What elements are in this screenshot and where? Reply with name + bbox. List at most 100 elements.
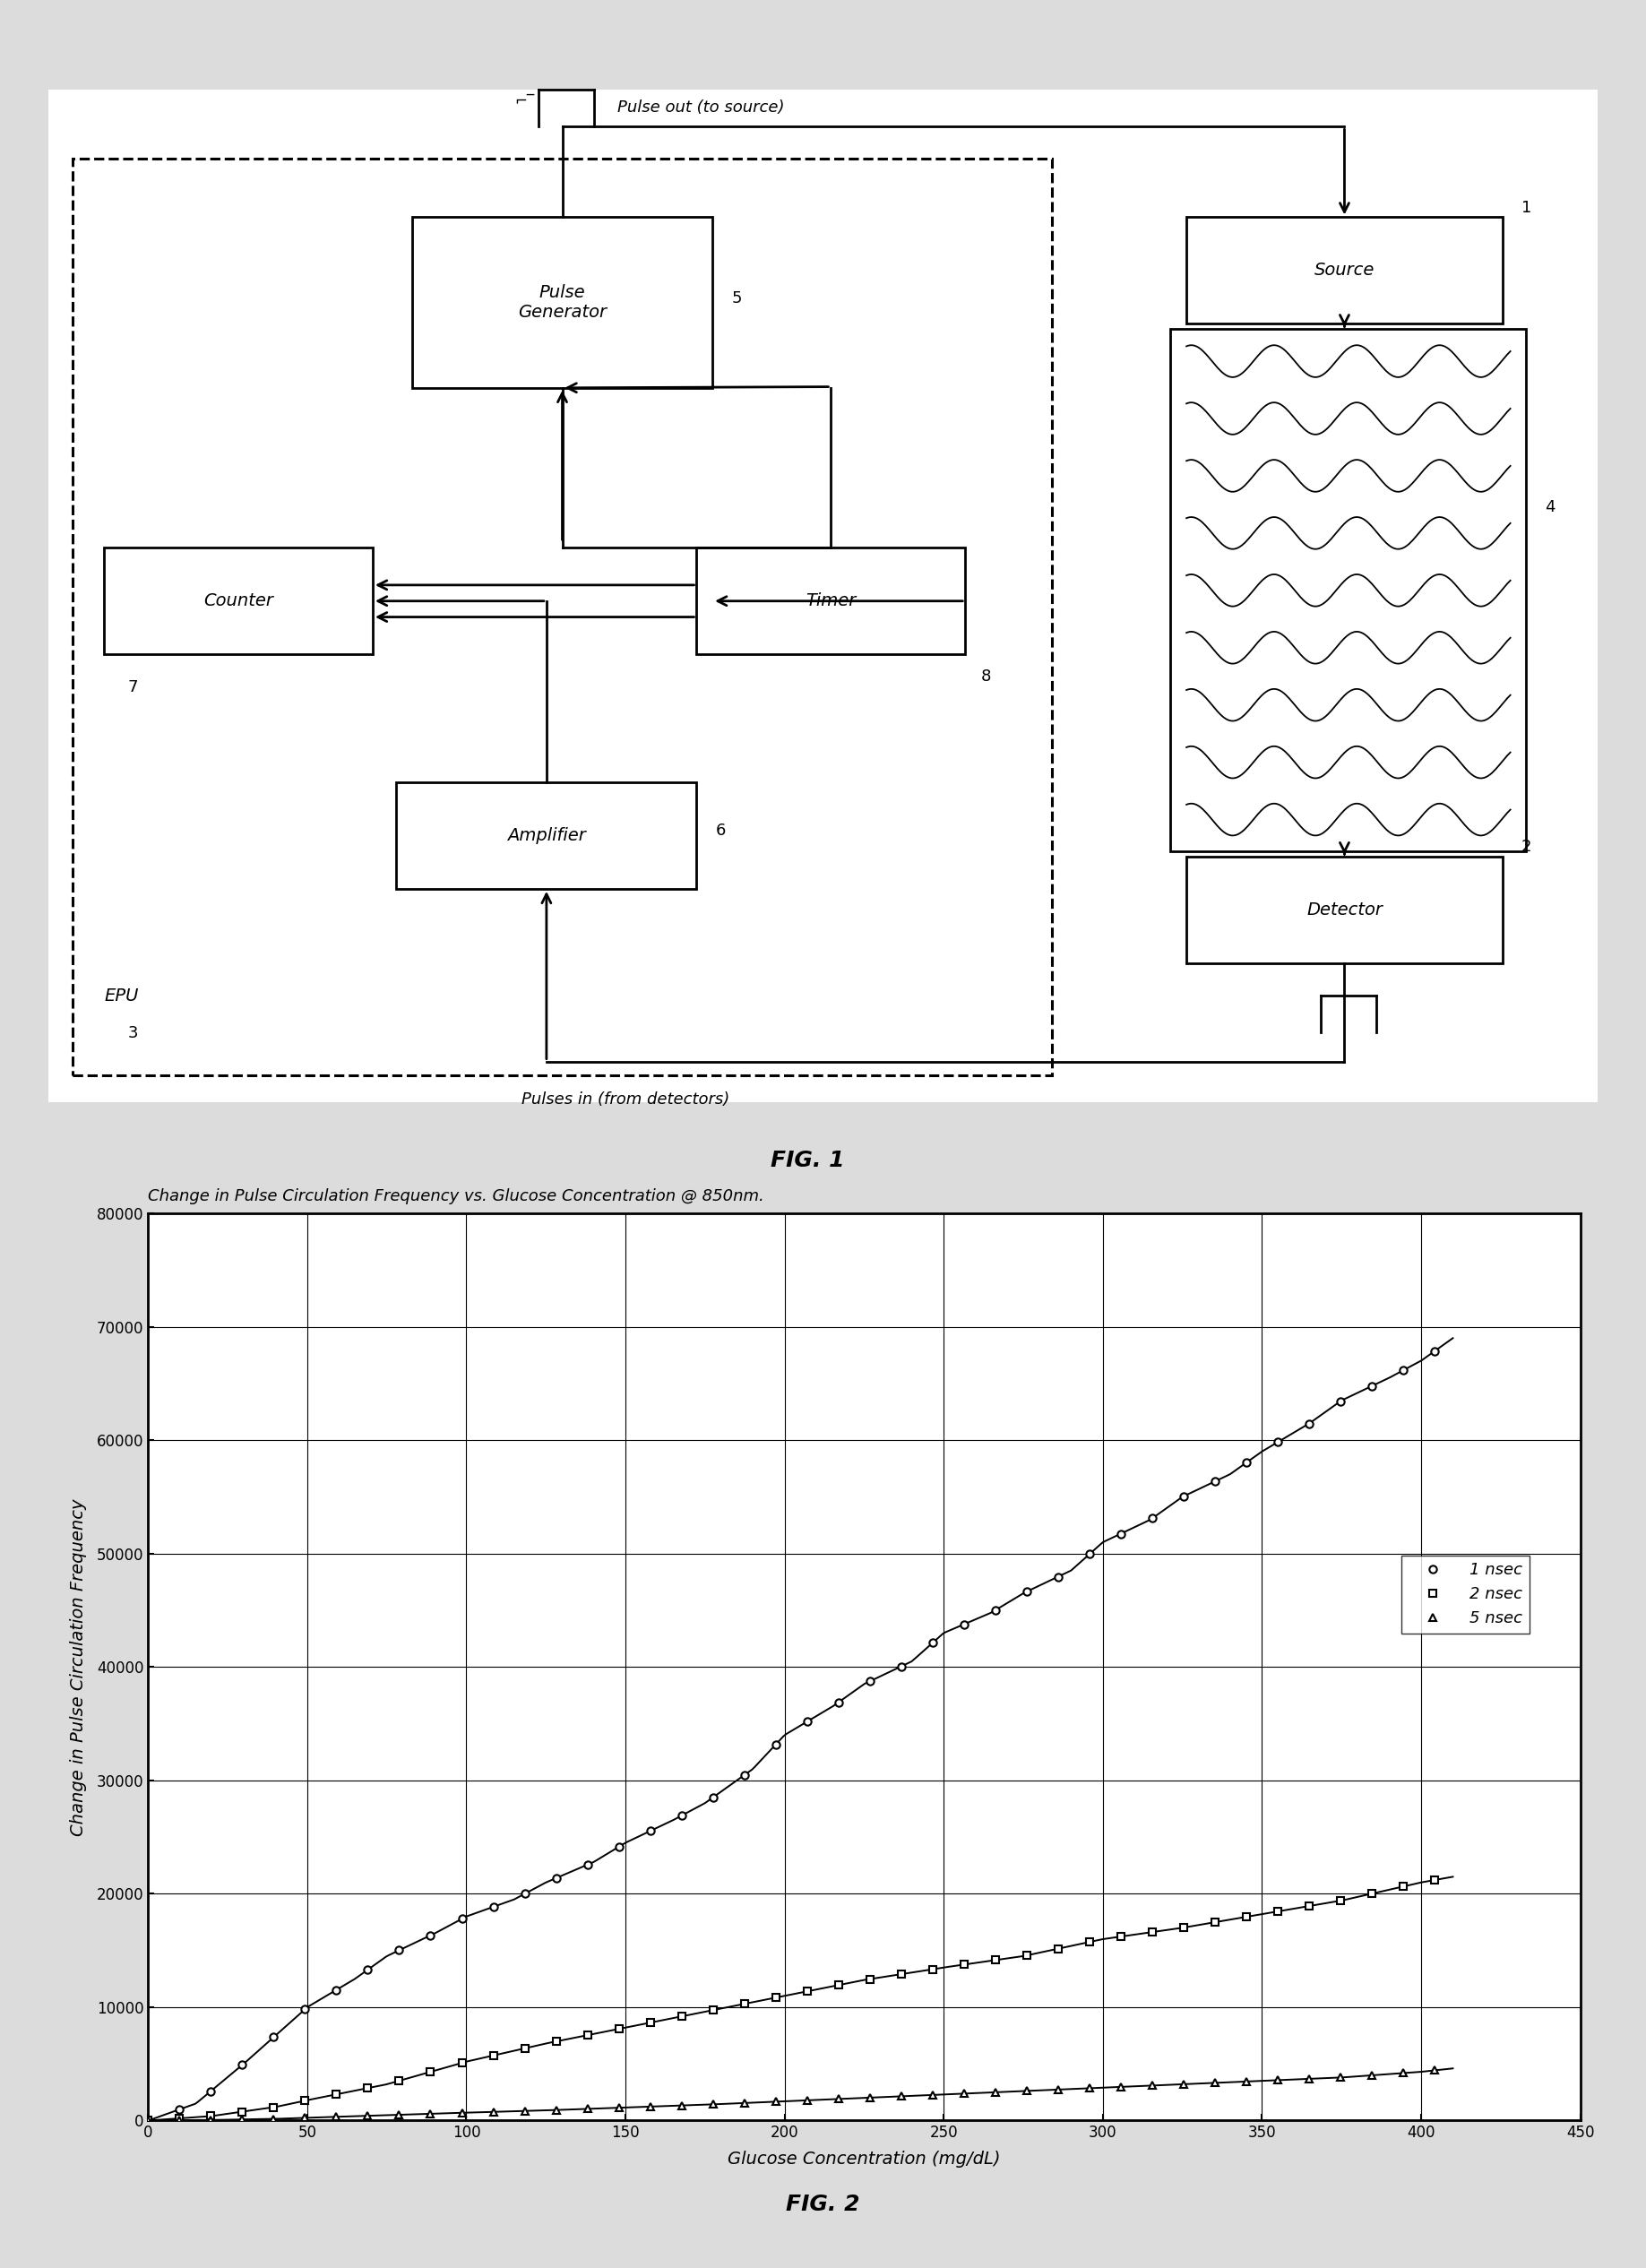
Text: Pulse
Generator: Pulse Generator bbox=[518, 284, 607, 320]
Text: 7: 7 bbox=[128, 678, 138, 696]
1 nsec bbox=[986, 1597, 1006, 1624]
2 nsec bbox=[609, 2016, 629, 2043]
1 nsec bbox=[1236, 1449, 1256, 1476]
5 nsec bbox=[421, 2100, 441, 2127]
5 nsec bbox=[1049, 2075, 1068, 2102]
2 nsec bbox=[357, 2075, 377, 2102]
1 nsec bbox=[1425, 1338, 1445, 1365]
Text: ⌐‾: ⌐‾ bbox=[515, 93, 535, 109]
5 nsec bbox=[923, 2082, 943, 2109]
5 nsec bbox=[986, 2080, 1006, 2107]
2 nsec bbox=[1111, 1923, 1131, 1950]
Bar bbox=[72, 159, 1052, 1075]
5 nsec bbox=[1425, 2057, 1445, 2084]
1 nsec bbox=[357, 1955, 377, 1982]
2 nsec bbox=[797, 1978, 816, 2005]
Text: Timer: Timer bbox=[805, 592, 856, 610]
Text: Source: Source bbox=[1314, 263, 1374, 279]
Text: FIG. 2: FIG. 2 bbox=[787, 2193, 859, 2216]
1 nsec bbox=[484, 1894, 504, 1921]
1 nsec bbox=[1174, 1483, 1193, 1510]
2 nsec bbox=[1361, 1880, 1381, 1907]
1 nsec bbox=[453, 1905, 472, 1932]
5 nsec bbox=[765, 2089, 785, 2116]
1 nsec bbox=[890, 1653, 910, 1681]
2 nsec bbox=[1425, 1867, 1445, 1894]
5 nsec bbox=[170, 2107, 189, 2134]
2 nsec bbox=[1330, 1887, 1350, 1914]
1 nsec bbox=[672, 1803, 691, 1830]
5 nsec bbox=[1142, 2073, 1162, 2100]
5 nsec bbox=[1080, 2075, 1100, 2102]
Text: Pulse out (to source): Pulse out (to source) bbox=[617, 100, 785, 116]
5 nsec bbox=[232, 2107, 252, 2134]
Y-axis label: Change in Pulse Circulation Frequency: Change in Pulse Circulation Frequency bbox=[69, 1499, 87, 1835]
Bar bbox=[104, 549, 372, 655]
2 nsec bbox=[578, 2021, 597, 2048]
2 nsec bbox=[326, 2080, 346, 2107]
Bar bbox=[1187, 218, 1503, 324]
Text: Amplifier: Amplifier bbox=[507, 828, 586, 844]
2 nsec bbox=[672, 2003, 691, 2030]
1 nsec bbox=[578, 1851, 597, 1878]
5 nsec bbox=[484, 2098, 504, 2125]
1 nsec bbox=[640, 1817, 660, 1844]
Text: Detector: Detector bbox=[1307, 903, 1383, 919]
5 nsec bbox=[388, 2100, 408, 2127]
2 nsec bbox=[955, 1950, 974, 1978]
2 nsec bbox=[232, 2098, 252, 2125]
2 nsec bbox=[828, 1971, 848, 1998]
Text: 8: 8 bbox=[981, 669, 991, 685]
2 nsec bbox=[734, 1991, 754, 2019]
1 nsec bbox=[1205, 1467, 1225, 1495]
2 nsec bbox=[201, 2102, 221, 2130]
2 nsec bbox=[546, 2028, 566, 2055]
2 nsec bbox=[295, 2087, 314, 2114]
1 nsec bbox=[138, 2107, 158, 2134]
1 nsec bbox=[1330, 1388, 1350, 1415]
1 nsec bbox=[232, 2050, 252, 2077]
1 nsec bbox=[295, 1996, 314, 2023]
5 nsec bbox=[1267, 2066, 1287, 2093]
2 nsec bbox=[515, 2034, 535, 2062]
5 nsec bbox=[515, 2098, 535, 2125]
5 nsec bbox=[1299, 2066, 1318, 2093]
1 nsec bbox=[797, 1708, 816, 1735]
2 nsec bbox=[703, 1996, 723, 2023]
2 nsec bbox=[1236, 1903, 1256, 1930]
5 nsec bbox=[326, 2102, 346, 2130]
Text: 2: 2 bbox=[1521, 839, 1532, 855]
5 nsec bbox=[1330, 2064, 1350, 2091]
5 nsec bbox=[1174, 2071, 1193, 2098]
1 nsec bbox=[170, 2096, 189, 2123]
1 nsec bbox=[1017, 1579, 1037, 1606]
5 nsec bbox=[1111, 2073, 1131, 2100]
1 nsec bbox=[1111, 1520, 1131, 1547]
Line: 2 nsec: 2 nsec bbox=[145, 1876, 1439, 2125]
1 nsec bbox=[1361, 1372, 1381, 1399]
2 nsec bbox=[263, 2093, 283, 2121]
1 nsec bbox=[421, 1921, 441, 1948]
1 nsec bbox=[515, 1880, 535, 1907]
2 nsec bbox=[421, 2059, 441, 2087]
Text: Change in Pulse Circulation Frequency vs. Glucose Concentration @ 850nm.: Change in Pulse Circulation Frequency vs… bbox=[148, 1188, 764, 1204]
5 nsec bbox=[1205, 2068, 1225, 2096]
Line: 1 nsec: 1 nsec bbox=[145, 1347, 1439, 2125]
X-axis label: Glucose Concentration (mg/dL): Glucose Concentration (mg/dL) bbox=[728, 2150, 1001, 2168]
2 nsec bbox=[170, 2105, 189, 2132]
5 nsec bbox=[263, 2105, 283, 2132]
5 nsec bbox=[578, 2096, 597, 2123]
1 nsec bbox=[1393, 1356, 1412, 1383]
5 nsec bbox=[1236, 2068, 1256, 2096]
5 nsec bbox=[890, 2082, 910, 2109]
Text: 3: 3 bbox=[128, 1025, 138, 1041]
2 nsec bbox=[1142, 1919, 1162, 1946]
5 nsec bbox=[672, 2091, 691, 2118]
1 nsec bbox=[609, 1833, 629, 1860]
5 nsec bbox=[859, 2084, 879, 2112]
Text: Counter: Counter bbox=[204, 592, 273, 610]
5 nsec bbox=[828, 2084, 848, 2112]
1 nsec bbox=[828, 1690, 848, 1717]
5 nsec bbox=[453, 2100, 472, 2127]
2 nsec bbox=[484, 2041, 504, 2068]
